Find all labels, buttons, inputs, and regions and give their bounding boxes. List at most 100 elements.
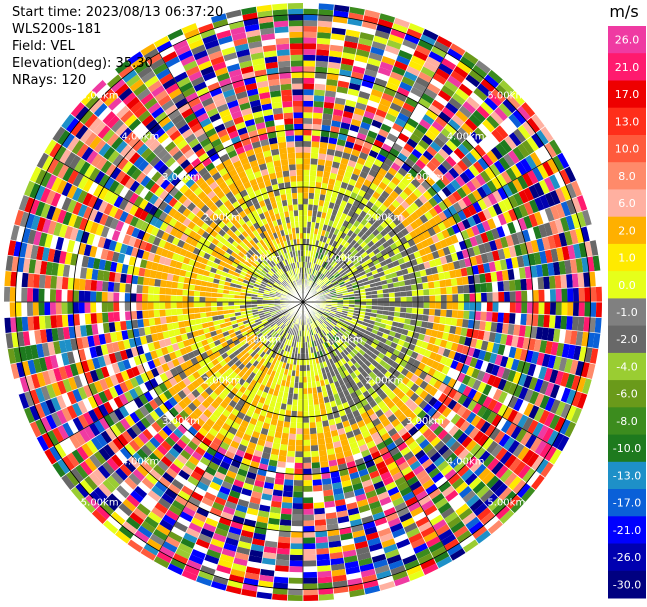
radar-gate [377, 527, 392, 538]
radar-gate [377, 465, 390, 476]
radar-gate [414, 207, 424, 218]
radar-gate [258, 433, 268, 441]
radar-gate [235, 430, 245, 439]
radar-gate [172, 443, 184, 454]
radar-gate [195, 538, 211, 549]
ray-separator [60, 301, 304, 478]
radar-gate [118, 502, 133, 517]
radar-gate [349, 323, 356, 329]
ray-separator [302, 301, 599, 350]
radar-gate [417, 362, 426, 371]
radar-gate [552, 155, 565, 172]
radar-gate [352, 113, 364, 122]
radar-gate [374, 422, 385, 432]
radar-gate [394, 501, 408, 513]
radar-gate [272, 339, 278, 346]
radar-gate [167, 563, 184, 576]
radar-gate [403, 122, 416, 134]
radar-gate [477, 210, 487, 223]
radar-gate [575, 360, 585, 377]
radar-gate [444, 123, 457, 136]
radar-gate [288, 577, 303, 584]
radar-gate [486, 311, 493, 322]
radar-gate [349, 275, 356, 281]
radar-gate [142, 285, 149, 294]
radar-gate [90, 290, 97, 302]
radar-gate [465, 180, 477, 193]
radar-gate [473, 274, 481, 284]
radar-gate [512, 411, 524, 426]
radar-gate [232, 435, 243, 444]
radar-gate [526, 117, 541, 133]
radar-gate [457, 210, 467, 222]
radar-gate [350, 232, 358, 240]
radar-gate [316, 312, 322, 317]
radar-gate [565, 405, 577, 422]
radar-gate [338, 269, 345, 275]
radar-gate [464, 118, 478, 132]
radar-gate [343, 241, 350, 249]
radar-gate [303, 31, 318, 38]
radar-gate [315, 312, 321, 318]
radar-gate [396, 86, 410, 98]
radar-gate [352, 328, 360, 334]
radar-gate [397, 167, 408, 177]
radar-gate [278, 314, 285, 319]
radar-gate [418, 474, 432, 486]
radar-gate [254, 330, 262, 336]
ray-separator [195, 301, 304, 582]
radar-gate [160, 414, 171, 426]
radar-gate [93, 450, 107, 465]
radar-gate [21, 272, 29, 288]
radar-gate [517, 446, 530, 461]
radar-gate [315, 333, 320, 340]
radar-gate [337, 353, 344, 360]
radar-gate [223, 542, 238, 552]
radar-gate [374, 29, 391, 40]
radar-gate [129, 490, 144, 504]
radar-gate [464, 355, 473, 366]
radar-gate [256, 322, 264, 328]
radar-gate [226, 495, 239, 505]
radar-gate [345, 259, 353, 266]
radar-gate [344, 455, 355, 464]
radar-gate [275, 559, 290, 567]
radar-gate [339, 532, 354, 541]
radar-gate [314, 277, 319, 283]
radar-gate [233, 374, 242, 383]
radar-gate [322, 113, 333, 121]
radar-gate [468, 164, 480, 177]
radar-gate [403, 273, 410, 281]
radar-gate [174, 494, 188, 507]
radar-gate [303, 198, 309, 205]
radar-gate [227, 359, 235, 368]
radar-gate [554, 416, 566, 433]
radar-gate [480, 252, 489, 264]
radar-gate [395, 195, 405, 205]
radar-gate [330, 309, 337, 313]
radar-gate [530, 265, 538, 278]
radar-gate [406, 411, 417, 422]
radar-gate [346, 236, 354, 244]
radar-gate [530, 326, 538, 339]
radar-gate [386, 152, 397, 163]
radar-gate [181, 569, 198, 582]
radar-gate [317, 309, 324, 314]
radar-gate [493, 430, 506, 444]
radar-gate [250, 323, 257, 329]
radar-gate [277, 455, 287, 463]
radar-gate [381, 92, 395, 103]
radar-gate [278, 530, 291, 538]
radar-gate [320, 316, 326, 322]
radar-gate [410, 374, 419, 384]
radar-gate [299, 365, 303, 371]
radar-gate [348, 588, 366, 598]
radar-gate [419, 389, 429, 400]
radar-gate [333, 342, 340, 349]
radar-gate [99, 378, 109, 391]
radar-gate [430, 156, 442, 168]
radar-gate [476, 222, 486, 234]
radar-gate [581, 331, 589, 347]
radar-gate [270, 500, 282, 508]
radar-gate [447, 244, 457, 254]
